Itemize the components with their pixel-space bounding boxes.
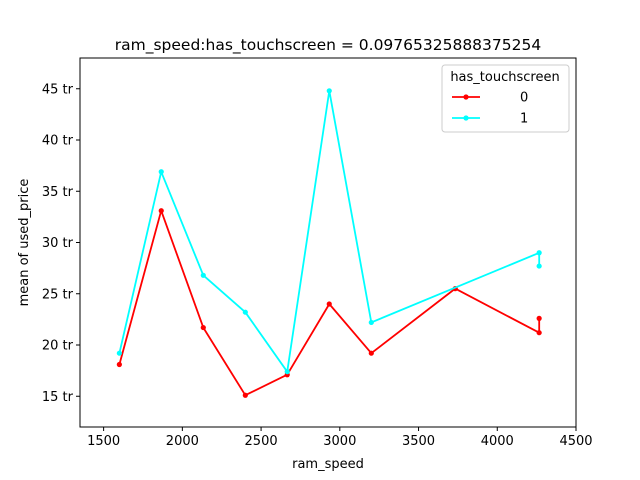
legend-swatch-marker (463, 94, 469, 100)
x-tick-label: 4500 (559, 434, 592, 449)
x-axis: 1500 2000 2500 3000 3500 4000 4500 (87, 427, 593, 449)
y-tick-label: 40 tr (42, 134, 74, 149)
y-tick-label: 20 tr (42, 339, 74, 354)
data-point (536, 263, 542, 269)
data-point (284, 369, 290, 375)
chart-title: ram_speed:has_touchscreen = 0.0976532588… (115, 36, 541, 55)
y-axis-label: mean of used_price (17, 179, 32, 307)
data-point (536, 330, 542, 336)
data-point (158, 208, 164, 214)
x-tick-label: 4000 (481, 434, 514, 449)
legend-title: has_touchscreen (450, 70, 559, 85)
data-point (368, 350, 374, 356)
y-tick-label: 15 tr (42, 390, 74, 405)
data-point (200, 324, 206, 331)
y-tick-label: 30 tr (42, 236, 74, 251)
data-point (536, 250, 542, 256)
series-line-0 (118, 209, 541, 397)
y-tick-label: 25 tr (42, 287, 74, 302)
x-tick-label: 3500 (402, 434, 435, 449)
legend-box (441, 64, 570, 133)
data-point (116, 350, 122, 356)
data-point (158, 169, 164, 175)
x-tick-label: 3000 (323, 434, 356, 449)
data-point (200, 272, 206, 278)
data-point (326, 301, 332, 307)
data-point (116, 361, 122, 368)
series-1 (116, 88, 542, 375)
legend-entry-label: 0 (520, 91, 528, 106)
data-point (242, 309, 248, 315)
data-point (242, 392, 248, 398)
legend-entry-label: 1 (520, 112, 528, 127)
x-axis-label: ram_speed (292, 457, 364, 472)
x-tick-label: 1500 (87, 434, 120, 449)
y-tick-label: 35 tr (42, 185, 74, 200)
y-axis: 15 tr 20 tr 25 tr 30 tr 35 tr 40 tr 45 tr (42, 82, 80, 405)
legend: has_touchscreen 0 1 (441, 64, 570, 133)
data-point (368, 319, 374, 326)
data-point (326, 88, 332, 94)
x-tick-label: 2000 (166, 434, 199, 449)
x-tick-label: 2500 (245, 434, 278, 449)
data-point (536, 315, 542, 321)
legend-swatch-marker (463, 115, 469, 121)
y-tick-label: 45 tr (42, 82, 74, 97)
